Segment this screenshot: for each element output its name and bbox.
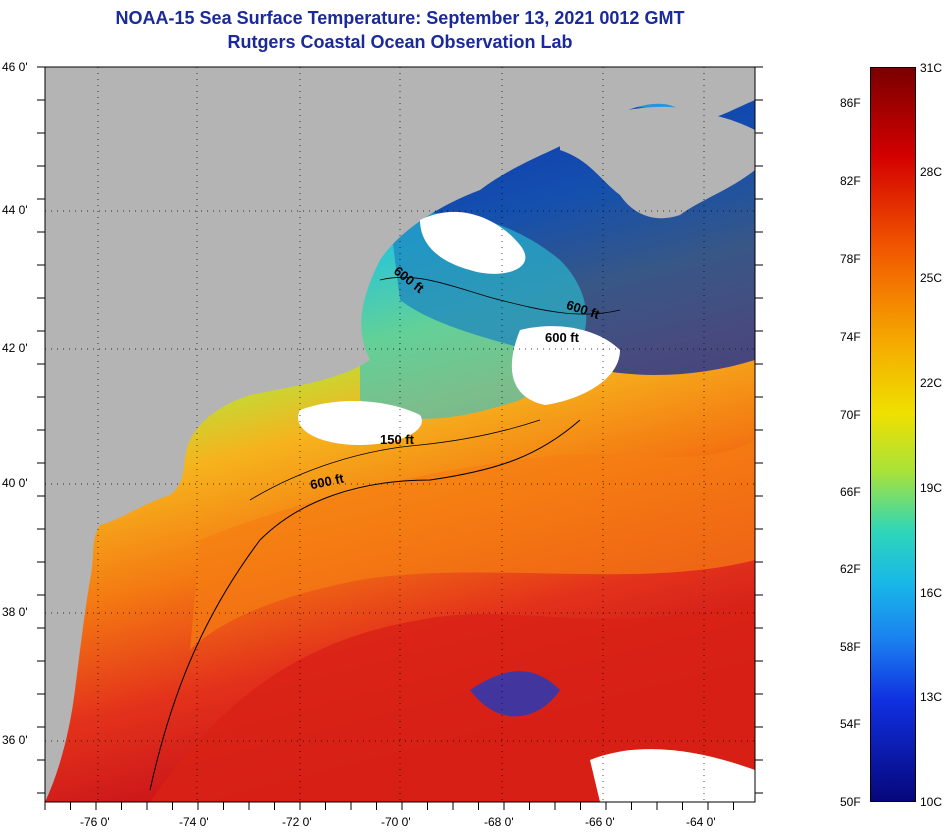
- colorbar-f-label: 70F: [840, 408, 861, 422]
- contour-label: 150 ft: [380, 432, 414, 447]
- lon-label: -74 0': [179, 815, 209, 829]
- colorbar-f-label: 54F: [840, 717, 861, 731]
- lat-label: 36 0': [2, 733, 28, 747]
- cloud-patch: [298, 400, 422, 445]
- colorbar-c-label: 13C: [920, 690, 943, 704]
- colorbar-f-label: 62F: [840, 562, 861, 576]
- axis-ticks: [37, 66, 763, 810]
- land-mass: [45, 67, 755, 802]
- lon-label: -70 0': [381, 815, 411, 829]
- cold-eddy: [470, 671, 560, 717]
- map-title: NOAA-15 Sea Surface Temperature: Septemb…: [115, 8, 685, 28]
- lat-label: 38 0': [2, 605, 28, 619]
- depth-contour-600ft: [149, 419, 581, 791]
- lat-label: 40 0': [2, 476, 28, 490]
- lon-label: -76 0': [80, 815, 110, 829]
- colorbar-c-label: 28C: [920, 165, 943, 179]
- lat-label: 46 0': [2, 60, 28, 74]
- warm-slope-water: [190, 440, 755, 650]
- lat-label: 42 0': [2, 341, 28, 355]
- colorbar-c-label: 31C: [920, 61, 943, 75]
- contour-label: 600 ft: [545, 330, 579, 345]
- colorbar-f-label: 50F: [840, 795, 861, 809]
- map-frame: [44, 66, 756, 803]
- colorbar-f-label: 82F: [840, 174, 861, 188]
- lon-label: -66 0': [585, 815, 615, 829]
- lat-label: 44 0': [2, 203, 28, 217]
- cloud-patch: [420, 211, 526, 274]
- colorbar-f-label: 58F: [840, 640, 861, 654]
- colorbar-f-label: 86F: [840, 96, 861, 110]
- cloud-patch: [511, 326, 620, 405]
- map-subtitle: Rutgers Coastal Ocean Observation Lab: [227, 32, 573, 52]
- colorbar-c-label: 19C: [920, 481, 943, 495]
- lon-label: -64 0': [686, 815, 716, 829]
- colorbar-c-label: 25C: [920, 271, 943, 285]
- colorbar-f-label: 74F: [840, 330, 861, 344]
- colorbar-c-label: 16C: [920, 586, 943, 600]
- colorbar-f-label: 78F: [840, 252, 861, 266]
- colorbar-f-label: 66F: [840, 485, 861, 499]
- lon-label: -72 0': [282, 815, 312, 829]
- colorbar-c-label: 10C: [920, 795, 943, 809]
- lon-label: -68 0': [484, 815, 514, 829]
- cloud-patch: [590, 749, 755, 802]
- warm-water: [150, 600, 755, 802]
- colorbar-c-label: 22C: [920, 376, 943, 390]
- map-grid: [45, 67, 755, 802]
- temperature-colorbar: [870, 67, 916, 802]
- depth-contour-150ft: [249, 419, 541, 501]
- canada-land: [560, 106, 755, 219]
- depth-contour-600ft-gulf: [379, 276, 621, 315]
